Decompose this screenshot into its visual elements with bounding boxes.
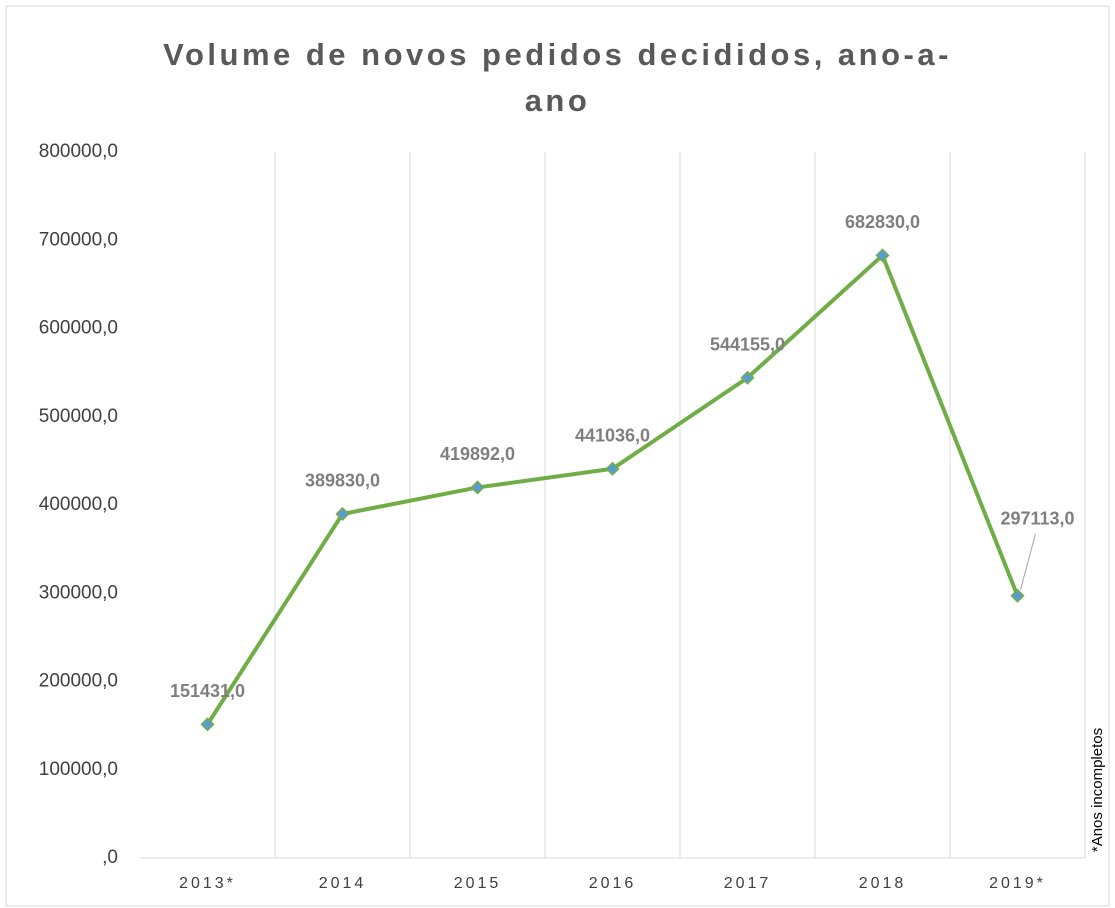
marker [875,248,890,263]
x-tick-label: 2017 [724,875,772,892]
x-tick-label: 2013* [179,875,236,892]
x-tick-label: 2016 [589,875,637,892]
marker [470,480,485,495]
y-tick-label: 400000,0 [39,494,118,515]
chart-border [5,5,1110,907]
data-label: 544155,0 [710,335,785,355]
x-tick-label: 2014 [319,875,367,892]
marker [335,506,350,522]
y-tick-label: ,0 [102,847,118,868]
marker [605,461,620,476]
y-tick-label: 700000,0 [39,229,118,250]
x-tick-label: 2019* [989,875,1046,892]
data-label: 682830,0 [845,212,920,232]
y-tick-label: 100000,0 [39,759,118,780]
leader-line [1020,533,1036,590]
y-tick-label: 800000,0 [39,141,118,162]
y-tick-label: 500000,0 [39,406,118,427]
marker [740,370,755,385]
y-tick-label: 300000,0 [39,582,118,603]
chart-title: Volume de novos pedidos decididos, ano-a… [163,37,952,118]
data-label: 297113,0 [1000,509,1074,529]
data-label: 389830,0 [305,471,380,491]
data-label: 419892,0 [440,444,515,464]
x-tick-label: 2018 [859,875,907,892]
y-tick-label: 600000,0 [39,318,118,339]
data-label: 151431,0 [170,681,245,701]
data-label: 441036,0 [575,426,650,446]
y-tick-label: 200000,0 [39,671,118,692]
marker [1010,588,1025,603]
marker [200,717,215,732]
x-tick-label: 2015 [454,875,502,892]
annotation: *Anos incompletos [1089,728,1106,852]
